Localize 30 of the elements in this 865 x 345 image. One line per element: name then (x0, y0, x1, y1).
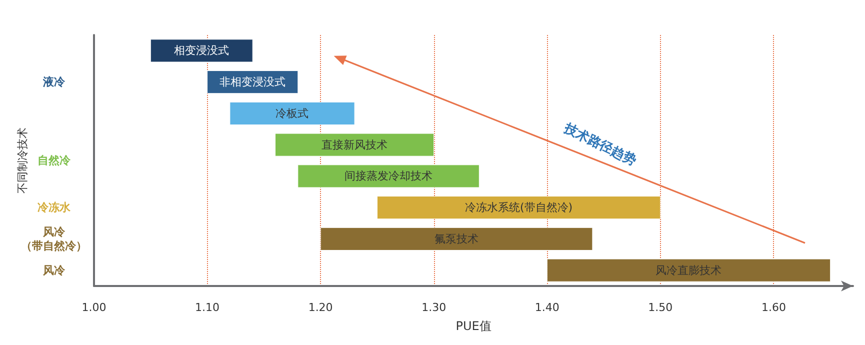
y-tick-label: 冷板式 (276, 106, 309, 120)
y-tick-label: 相变浸没式 (174, 44, 230, 58)
x-tick-label: 1.40 (534, 301, 560, 314)
x-tick-label: 1.00 (82, 301, 106, 314)
y-tick-label: 间接蒸发冷却技术 (344, 170, 433, 183)
x-tick-label: 1.20 (308, 301, 333, 314)
text: 自然冷 (38, 154, 72, 167)
bar (150, 39, 253, 62)
bar (230, 102, 355, 125)
y-axis-title: 不同制冷技术 (16, 128, 29, 194)
y-tick-label: 风冷直膨技术 (656, 264, 722, 277)
bar (320, 227, 593, 250)
x-axis-title: PUE值 (456, 319, 492, 333)
y-tick-label: 非相变浸没式 (220, 76, 286, 89)
y-tick-label: 冷冻水系统(带自然冷) (465, 201, 573, 214)
bar (298, 164, 480, 188)
text: 风冷（带自然冷） (21, 225, 87, 252)
x-tick-label: 1.30 (422, 301, 446, 314)
annotation: 技术路径趋势 (560, 120, 639, 169)
bar (275, 133, 434, 156)
x-tick-label: 1.60 (761, 301, 786, 314)
text: 冷冻水 (38, 201, 72, 214)
bar (546, 258, 831, 282)
bar (376, 196, 661, 220)
text: 液冷 (42, 76, 66, 89)
text: 风冷 (42, 264, 66, 277)
y-tick-label: 氟泵技术 (434, 232, 479, 246)
x-tick-label: 1.50 (648, 301, 673, 314)
x-tick-label: 1.10 (195, 301, 220, 314)
y-tick-label: 直接新风技术 (322, 138, 388, 152)
